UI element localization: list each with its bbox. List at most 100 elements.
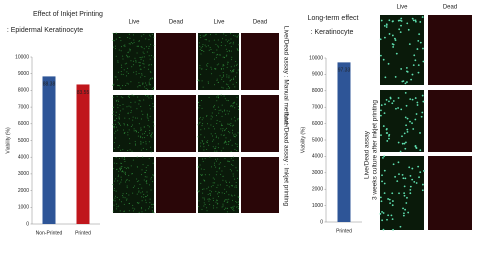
cell bbox=[150, 64, 152, 66]
cell bbox=[225, 181, 227, 183]
cell bbox=[215, 115, 217, 117]
cell bbox=[136, 45, 138, 47]
cell bbox=[391, 200, 394, 202]
cell bbox=[226, 199, 228, 201]
cell bbox=[148, 132, 150, 134]
cell bbox=[222, 63, 224, 65]
cell bbox=[229, 80, 231, 82]
cell bbox=[405, 202, 408, 204]
cell bbox=[145, 88, 147, 90]
cell bbox=[146, 134, 148, 136]
cell bbox=[117, 84, 119, 86]
cell bbox=[116, 162, 118, 164]
cell bbox=[217, 158, 219, 160]
cell bbox=[228, 141, 230, 143]
cell bbox=[114, 76, 116, 78]
cell bbox=[198, 79, 200, 81]
cell bbox=[124, 158, 126, 160]
cell bbox=[141, 137, 143, 139]
cell bbox=[147, 117, 149, 119]
cell bbox=[381, 219, 384, 222]
cell bbox=[223, 56, 225, 58]
cell bbox=[231, 144, 233, 146]
cell bbox=[217, 196, 219, 198]
cell bbox=[217, 106, 219, 108]
cell bbox=[220, 109, 222, 111]
cell bbox=[144, 137, 146, 139]
cell bbox=[210, 118, 212, 120]
cell bbox=[112, 84, 114, 86]
cell bbox=[422, 170, 425, 172]
cell bbox=[120, 50, 122, 52]
cell bbox=[121, 64, 123, 66]
cell bbox=[210, 133, 212, 135]
cell bbox=[151, 78, 153, 80]
cell bbox=[120, 167, 122, 169]
cell bbox=[199, 64, 201, 66]
cell bbox=[217, 46, 219, 48]
cell bbox=[221, 115, 223, 117]
cell bbox=[231, 125, 233, 127]
cell bbox=[201, 50, 203, 52]
cell bbox=[221, 130, 223, 132]
cell bbox=[140, 174, 142, 176]
cell bbox=[124, 44, 126, 46]
cell bbox=[382, 212, 385, 214]
cell bbox=[132, 34, 134, 36]
cell bbox=[391, 34, 394, 37]
cell bbox=[141, 200, 143, 202]
y-tick-label: 6000 bbox=[312, 121, 323, 127]
cell bbox=[392, 100, 395, 102]
cell bbox=[136, 156, 138, 158]
cell bbox=[232, 208, 234, 210]
y-tick-label: 5000 bbox=[312, 137, 323, 143]
cell bbox=[221, 192, 223, 194]
cell bbox=[405, 141, 407, 144]
cell bbox=[212, 146, 214, 148]
cell bbox=[204, 158, 206, 160]
cell bbox=[394, 76, 397, 78]
cell bbox=[230, 104, 232, 106]
cell bbox=[203, 180, 205, 182]
cell bbox=[219, 75, 221, 77]
cell bbox=[417, 71, 420, 74]
cell bbox=[119, 114, 121, 116]
cell bbox=[140, 135, 142, 137]
cell bbox=[141, 110, 143, 112]
cell bbox=[406, 196, 408, 199]
cell bbox=[125, 168, 127, 170]
cell bbox=[416, 101, 419, 104]
cell bbox=[230, 66, 232, 68]
cell bbox=[133, 210, 135, 212]
cell bbox=[411, 98, 414, 101]
cell bbox=[118, 199, 120, 201]
cell bbox=[224, 199, 226, 201]
cell bbox=[145, 169, 147, 171]
cell bbox=[201, 80, 203, 82]
cell bbox=[129, 50, 131, 52]
cell bbox=[131, 124, 133, 126]
cell bbox=[227, 123, 229, 125]
cell bbox=[398, 192, 400, 195]
cell bbox=[114, 123, 116, 125]
cell bbox=[219, 120, 221, 122]
cell bbox=[119, 157, 121, 159]
cell bbox=[417, 165, 420, 168]
cell bbox=[211, 68, 213, 70]
cell bbox=[206, 149, 208, 151]
bar bbox=[76, 84, 90, 224]
cell bbox=[226, 50, 228, 52]
cell bbox=[219, 192, 221, 194]
cell bbox=[379, 196, 382, 199]
cell bbox=[149, 34, 151, 36]
cell bbox=[213, 162, 215, 164]
cell bbox=[229, 123, 231, 125]
cell bbox=[129, 97, 131, 99]
cell bbox=[221, 125, 223, 127]
cell bbox=[128, 129, 130, 131]
micrograph bbox=[428, 156, 472, 230]
cell bbox=[380, 200, 383, 203]
cell bbox=[232, 105, 234, 107]
chart-title: Long-term effect bbox=[308, 15, 359, 22]
